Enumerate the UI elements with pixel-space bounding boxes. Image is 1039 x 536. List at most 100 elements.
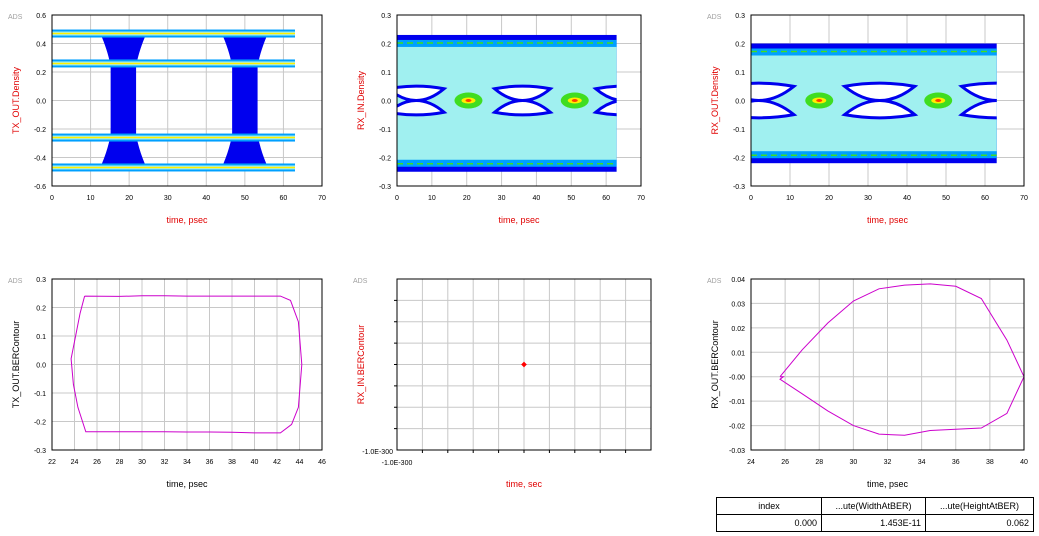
ads-logo: ADS: [353, 278, 368, 285]
x-tick-label: 42: [273, 459, 281, 466]
x-tick-label: 30: [498, 195, 506, 202]
y-tick-label: -0.1: [379, 127, 391, 134]
x-tick-label: 24: [747, 459, 755, 466]
y-tick-label: -0.2: [34, 420, 46, 427]
y-tick-label: -0.03: [729, 448, 745, 455]
y-tick-label: 0.1: [381, 70, 391, 77]
y-tick-label: 0.0: [735, 99, 745, 106]
y-tick-label: -0.3: [379, 184, 391, 191]
plot-frame: [396, 278, 652, 451]
x-tick-label: 0: [395, 195, 399, 202]
ads-logo: ADS: [707, 278, 722, 285]
y-tick-label: 0.03: [731, 301, 745, 308]
x-tick-label: 28: [815, 459, 823, 466]
y-axis-title: TX_OUT.Density: [11, 66, 21, 134]
x-tick-label: 38: [986, 459, 994, 466]
y-tick-label: 0.1: [735, 70, 745, 77]
plot-frame: [51, 278, 323, 451]
eye-opening: [958, 81, 997, 102]
y-tick-label: 0.6: [36, 13, 46, 20]
tx-density-chart: 0 10 20 30 40 50 60 70 -0.6 -0.4 -0.2 0.0 0.2 0.4 0.6 t…: [8, 13, 326, 225]
x-axis-title: time, psec: [867, 479, 909, 489]
x-tick-label: 32: [161, 459, 169, 466]
x-tick-label: 20: [825, 195, 833, 202]
x-tick-label: 26: [93, 459, 101, 466]
x-tick-label: 22: [48, 459, 56, 466]
x-tick-label: 70: [1020, 195, 1028, 202]
eye-opening: [958, 99, 997, 120]
eye-opening: [751, 99, 798, 120]
x-tick-label: 40: [251, 459, 259, 466]
x-tick-label: 20: [125, 195, 133, 202]
x-tick-label: 36: [952, 459, 960, 466]
x-tick-label: 50: [567, 195, 575, 202]
y-tick-label: 0.2: [36, 306, 46, 313]
x-tick-label: 40: [1020, 459, 1028, 466]
eye-opening: [751, 81, 798, 102]
y-tick-label: -0.02: [729, 424, 745, 431]
y-tick-label: -0.2: [379, 156, 391, 163]
eye-opening: [397, 84, 448, 102]
y-tick-label: 0.0: [36, 363, 46, 370]
x-tick-label: 30: [164, 195, 172, 202]
rx-in-ber-contour-chart: -1.0E-300 -1.0E-300 time, sec RX_IN.BERCont…: [353, 278, 652, 489]
eye-opening: [841, 99, 919, 120]
eye-opening: [592, 99, 617, 117]
y-tick-label: 0.3: [381, 13, 391, 20]
y-axis-title: RX_IN.Density: [356, 70, 366, 130]
x-tick-label: 20: [463, 195, 471, 202]
x-tick-label: 24: [71, 459, 79, 466]
results-header-index: index: [716, 497, 822, 515]
y-tick-label: 0.2: [381, 42, 391, 49]
y-tick-label: -0.00: [729, 375, 745, 382]
x-tick-label: 40: [903, 195, 911, 202]
results-table-header: index ...ute(WidthAtBER) ...ute(HeightAt…: [716, 497, 1034, 515]
eye-opening: [841, 81, 919, 102]
x-tick-label: 10: [87, 195, 95, 202]
x-tick-label: 30: [849, 459, 857, 466]
y-tick-label: 0.01: [731, 350, 745, 357]
x-tick-label: 70: [637, 195, 645, 202]
y-tick-label: 0.2: [735, 42, 745, 49]
x-tick-label: 10: [786, 195, 794, 202]
x-tick-label: 28: [116, 459, 124, 466]
x-tick-label: 30: [138, 459, 146, 466]
y-tick-label: -0.2: [34, 127, 46, 134]
crossing-band: [110, 55, 137, 146]
y-tick-label: 0.04: [731, 277, 745, 284]
x-tick-label: 60: [981, 195, 989, 202]
ads-logo: ADS: [8, 14, 23, 21]
y-tick-label: 0.3: [735, 13, 745, 20]
x-tick-label: 34: [183, 459, 191, 466]
x-tick-label: 32: [884, 459, 892, 466]
x-axis-title: time, psec: [166, 479, 208, 489]
ber-contour-line: [70, 295, 303, 434]
x-tick-label: 36: [206, 459, 214, 466]
y-tick-label: -0.4: [34, 156, 46, 163]
y-tick-label: 0.0: [381, 99, 391, 106]
x-tick-label: -1.0E-300: [382, 460, 413, 467]
x-tick-label: 44: [296, 459, 304, 466]
results-cell-width: 1.453E-11: [821, 514, 926, 532]
crossing-hotspot: [935, 99, 942, 102]
x-tick-label: 0: [50, 195, 54, 202]
eye-opening: [397, 99, 448, 117]
y-tick-label: -1.0E-300: [362, 449, 393, 456]
y-tick-label: 0.4: [36, 42, 46, 49]
y-tick-label: 0.2: [36, 70, 46, 77]
x-tick-label: 60: [280, 195, 288, 202]
x-tick-label: 10: [428, 195, 436, 202]
eye-opening: [592, 84, 617, 102]
rx-out-density-chart: 0 10 20 30 40 50 60 70 -0.3 -0.2 -0.1 0.0 0.1 0.2 0.3 t…: [707, 13, 1028, 225]
tx-ber-contour-chart: 22 24 26 28 30 32 34 36 38 40 42 44 46 -0.3 -0.2 -0.1 0.…: [8, 277, 326, 489]
x-tick-label: 38: [228, 459, 236, 466]
eye-opening: [491, 84, 554, 102]
y-axis-title: TX_OUT.BERContour: [11, 321, 21, 409]
x-tick-label: 34: [918, 459, 926, 466]
x-tick-label: 46: [318, 459, 326, 466]
y-tick-label: -0.6: [34, 184, 46, 191]
y-axis-title: RX_IN.BERContour: [356, 325, 366, 405]
y-axis-title: RX_OUT.Density: [710, 66, 720, 135]
plot-frame: [750, 278, 1025, 451]
